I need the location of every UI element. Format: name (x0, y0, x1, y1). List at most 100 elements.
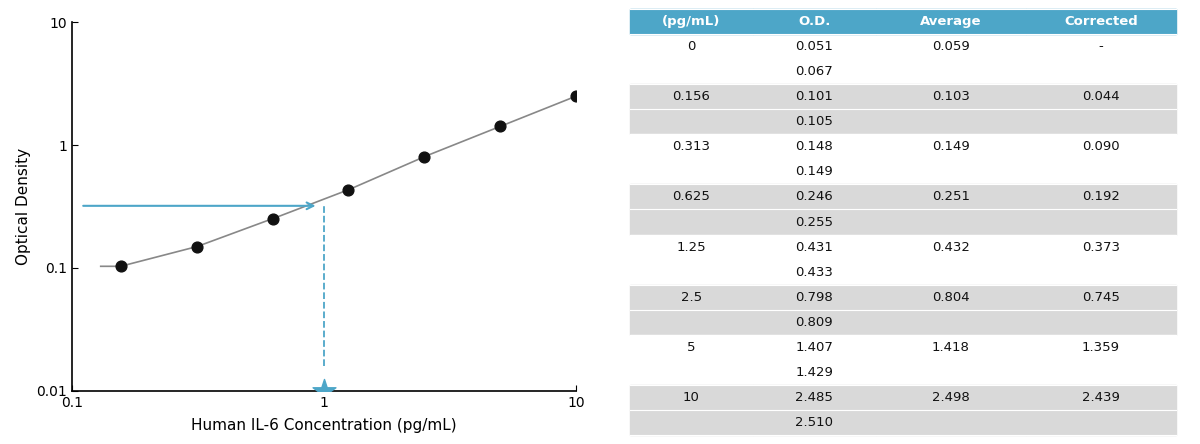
Text: 1.407: 1.407 (796, 341, 833, 354)
Bar (752, 9, 876, 34)
Bar (876, 410, 1026, 435)
Point (314, 387, 334, 394)
Bar (630, 360, 752, 385)
Bar (630, 9, 752, 34)
Point (338, 186, 358, 194)
Text: 0.148: 0.148 (796, 140, 833, 153)
Text: -: - (1098, 40, 1103, 53)
Bar (1026, 210, 1176, 234)
Bar (752, 385, 876, 410)
Text: (pg/mL): (pg/mL) (662, 15, 721, 28)
Point (491, 123, 510, 130)
Text: 2.498: 2.498 (932, 391, 970, 404)
Bar (630, 335, 752, 360)
Bar (1026, 234, 1176, 260)
Bar (876, 84, 1026, 109)
Bar (1026, 360, 1176, 385)
Bar (1026, 335, 1176, 360)
Text: 0.101: 0.101 (796, 90, 833, 103)
Bar (1026, 260, 1176, 285)
Text: 10: 10 (683, 391, 700, 404)
Bar (630, 410, 752, 435)
Bar (876, 360, 1026, 385)
Bar (1026, 84, 1176, 109)
Text: 0.745: 0.745 (1082, 291, 1120, 304)
Text: 2.485: 2.485 (796, 391, 833, 404)
Text: 0.067: 0.067 (796, 65, 833, 78)
Bar (630, 84, 752, 109)
Text: 0.373: 0.373 (1082, 241, 1120, 254)
Bar (630, 109, 752, 134)
Bar (876, 335, 1026, 360)
Bar (630, 34, 752, 59)
Bar (876, 285, 1026, 310)
Text: 0.804: 0.804 (932, 291, 970, 304)
Bar (1026, 310, 1176, 335)
Bar (1026, 285, 1176, 310)
Bar (752, 234, 876, 260)
Bar (752, 59, 876, 84)
Point (263, 215, 282, 222)
Bar (1026, 159, 1176, 184)
Text: 0: 0 (688, 40, 696, 53)
Bar (630, 385, 752, 410)
Bar (1026, 385, 1176, 410)
Text: 0.431: 0.431 (796, 241, 833, 254)
Bar (752, 285, 876, 310)
Bar (1026, 134, 1176, 159)
Bar (876, 385, 1026, 410)
Text: 2.5: 2.5 (680, 291, 702, 304)
Bar (876, 109, 1026, 134)
Bar (876, 9, 1026, 34)
Text: 5: 5 (688, 341, 696, 354)
Text: 0.156: 0.156 (672, 90, 710, 103)
Text: 0.433: 0.433 (796, 266, 833, 279)
Bar (1026, 109, 1176, 134)
Bar (630, 310, 752, 335)
Bar (876, 260, 1026, 285)
Bar (752, 34, 876, 59)
Text: 1.25: 1.25 (677, 241, 707, 254)
Text: 0.192: 0.192 (1082, 190, 1120, 203)
Text: 0.105: 0.105 (796, 115, 833, 128)
Text: 0.059: 0.059 (932, 40, 970, 53)
Text: 0.246: 0.246 (796, 190, 833, 203)
Text: 0.798: 0.798 (796, 291, 833, 304)
Text: Corrected: Corrected (1064, 15, 1138, 28)
Text: 1.429: 1.429 (796, 366, 833, 379)
Text: 1.359: 1.359 (1082, 341, 1120, 354)
Bar (752, 360, 876, 385)
Bar (1026, 184, 1176, 210)
Bar (630, 59, 752, 84)
Point (187, 243, 206, 250)
Y-axis label: Optical Density: Optical Density (16, 148, 31, 265)
Text: 0.313: 0.313 (672, 140, 710, 153)
Bar (630, 184, 752, 210)
Text: 2.510: 2.510 (796, 416, 833, 429)
Text: O.D.: O.D. (798, 15, 830, 28)
Bar (876, 59, 1026, 84)
Bar (752, 134, 876, 159)
Text: 0.044: 0.044 (1082, 90, 1120, 103)
Bar (630, 234, 752, 260)
Bar (752, 335, 876, 360)
Bar (752, 310, 876, 335)
Text: 0.809: 0.809 (796, 316, 833, 329)
Bar (630, 134, 752, 159)
Bar (876, 210, 1026, 234)
Text: 0.103: 0.103 (932, 90, 970, 103)
Text: 0.625: 0.625 (672, 190, 710, 203)
Bar (630, 260, 752, 285)
Bar (752, 159, 876, 184)
Bar (876, 159, 1026, 184)
Text: 0.090: 0.090 (1082, 140, 1120, 153)
Bar (630, 159, 752, 184)
Point (566, 93, 586, 100)
Bar (752, 84, 876, 109)
Text: 0.251: 0.251 (931, 190, 970, 203)
Bar (630, 210, 752, 234)
Bar (1026, 59, 1176, 84)
Bar (1026, 34, 1176, 59)
Bar (876, 184, 1026, 210)
Bar (876, 234, 1026, 260)
